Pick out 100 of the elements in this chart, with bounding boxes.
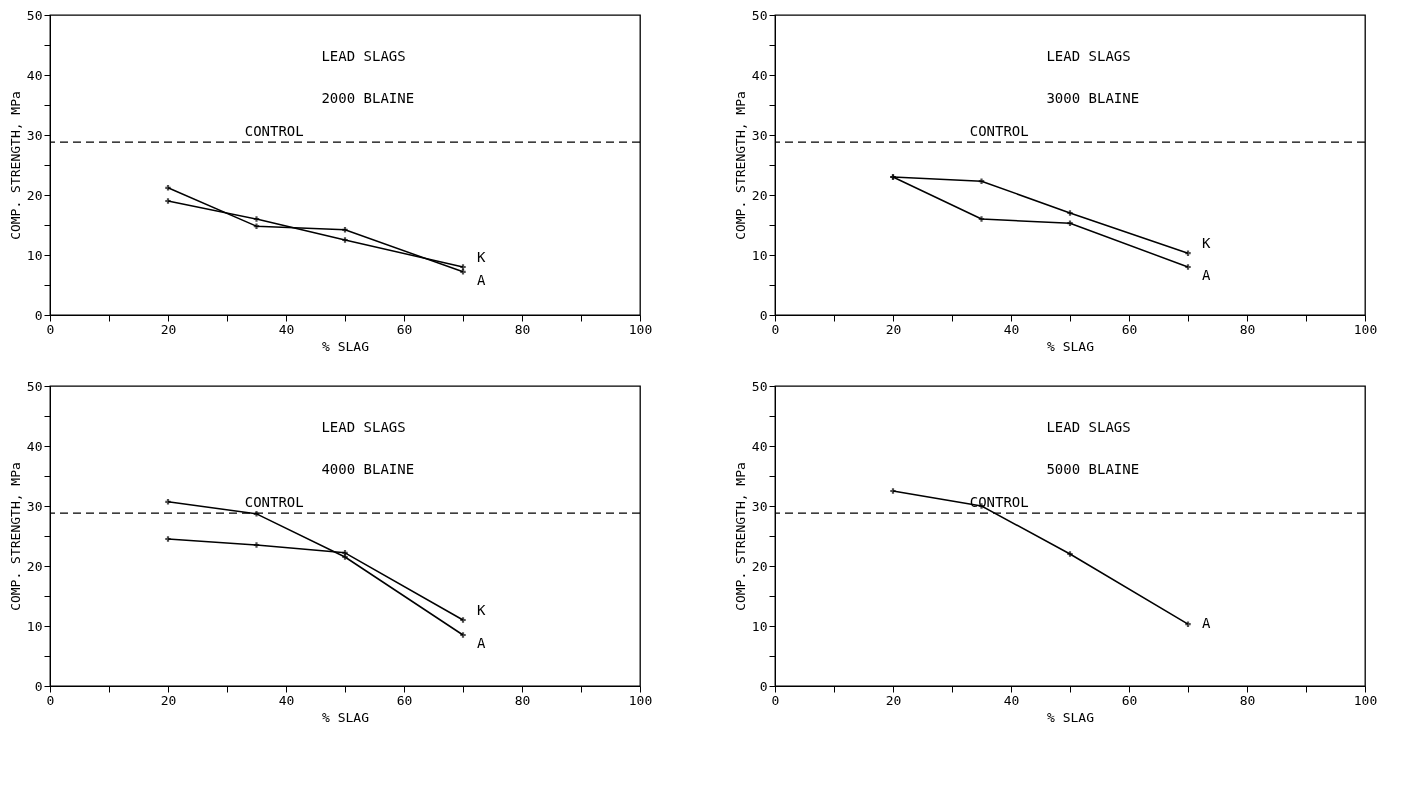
y-tick-label: 40	[26, 438, 43, 454]
ref-line-label: CONTROL	[969, 123, 1029, 140]
x-tick-label: 20	[885, 321, 902, 337]
y-tick-label: 50	[26, 378, 43, 394]
ref-line-label: CONTROL	[969, 494, 1029, 511]
text: 5000 BLAINE	[1046, 461, 1140, 477]
y-tick-label: 0	[34, 307, 43, 323]
point	[253, 511, 260, 517]
x-tick-label: 0	[46, 321, 55, 337]
x-tick-label: 80	[514, 321, 531, 337]
y-axis-title: COMP. STRENGTH, MPa	[732, 91, 748, 240]
text: LEAD SLAGS	[1046, 419, 1131, 435]
x-tick-label: 80	[1239, 692, 1256, 708]
text: 3000 BLAINE	[1046, 90, 1140, 106]
series-label: A	[477, 271, 486, 288]
point	[890, 488, 896, 494]
text: LEAD SLAGS	[321, 419, 406, 435]
y-tick-label: 0	[759, 678, 768, 694]
y-axis-title: COMP. STRENGTH, MPa	[7, 462, 23, 611]
point	[978, 178, 985, 184]
x-tick-label: 40	[278, 321, 295, 337]
point	[460, 632, 466, 638]
point	[978, 216, 985, 222]
x-tick-label: 80	[1239, 321, 1256, 337]
x-tick-label: 100	[628, 692, 653, 708]
point	[253, 223, 260, 229]
y-tick-label: 30	[26, 498, 43, 514]
point	[460, 264, 466, 270]
point	[342, 550, 348, 556]
point	[460, 269, 466, 275]
point	[1067, 210, 1073, 216]
y-tick-label: 20	[751, 187, 768, 203]
point	[1067, 220, 1073, 226]
y-tick-label: 10	[751, 618, 768, 634]
x-tick-label: 100	[1353, 321, 1378, 337]
y-tick-label: 30	[751, 498, 768, 514]
x-tick-label: 0	[771, 321, 780, 337]
point	[165, 536, 171, 542]
x-tick-label: 40	[1003, 321, 1020, 337]
ref-line-label: CONTROL	[244, 494, 304, 511]
point	[890, 174, 896, 180]
x-tick-label: 60	[1121, 321, 1138, 337]
x-tick-label: 60	[1121, 692, 1138, 708]
y-axis-title: COMP. STRENGTH, MPa	[732, 462, 748, 611]
x-axis-title: % SLAG	[322, 709, 370, 725]
series-label: A	[1202, 267, 1211, 283]
y-tick-label: 50	[26, 7, 43, 23]
y-tick-label: 20	[751, 558, 768, 574]
point	[342, 237, 348, 243]
point	[165, 499, 171, 505]
point	[165, 185, 171, 191]
y-tick-label: 40	[751, 67, 768, 83]
y-tick-label: 0	[759, 307, 768, 323]
x-tick-label: 40	[1003, 692, 1020, 708]
point	[1185, 621, 1191, 627]
point	[253, 216, 260, 222]
y-tick-label: 10	[751, 247, 768, 263]
series-label: K	[477, 249, 486, 265]
x-tick-label: 100	[628, 321, 653, 337]
y-tick-label: 50	[751, 7, 768, 23]
y-tick-label: 40	[751, 438, 768, 454]
y-tick-label: 10	[26, 618, 43, 634]
text: 2000 BLAINE	[321, 90, 415, 106]
series-label: K	[477, 602, 486, 618]
y-tick-label: 30	[751, 127, 768, 143]
point	[1185, 264, 1191, 270]
x-axis-title: % SLAG	[322, 338, 370, 354]
x-tick-label: 20	[160, 321, 177, 337]
series-label: A	[1202, 615, 1211, 632]
x-tick-label: 60	[396, 692, 413, 708]
point	[165, 198, 171, 204]
x-tick-label: 60	[396, 321, 413, 337]
ref-line-label: CONTROL	[244, 123, 304, 140]
x-tick-label: 40	[278, 692, 295, 708]
y-tick-label: 10	[26, 247, 43, 263]
x-tick-label: 20	[885, 692, 902, 708]
x-tick-label: 0	[46, 692, 55, 708]
x-axis-title: % SLAG	[1047, 338, 1095, 354]
point	[253, 542, 260, 548]
y-tick-label: 20	[26, 558, 43, 574]
y-tick-label: 50	[751, 378, 768, 394]
x-tick-label: 80	[514, 692, 531, 708]
x-tick-label: 100	[1353, 692, 1378, 708]
y-tick-label: 0	[34, 678, 43, 694]
point	[342, 227, 348, 233]
y-axis-title: COMP. STRENGTH, MPa	[7, 91, 23, 240]
point	[1185, 250, 1191, 256]
text: LEAD SLAGS	[1046, 48, 1131, 64]
point	[1067, 551, 1073, 557]
y-tick-label: 20	[26, 187, 43, 203]
y-tick-label: 40	[26, 67, 43, 83]
point	[460, 617, 466, 623]
series-label: K	[1202, 235, 1211, 252]
y-tick-label: 30	[26, 127, 43, 143]
series-label: A	[477, 635, 486, 651]
x-tick-label: 0	[771, 692, 780, 708]
text: 4000 BLAINE	[321, 461, 415, 477]
x-axis-title: % SLAG	[1047, 709, 1095, 725]
x-tick-label: 20	[160, 692, 177, 708]
text: LEAD SLAGS	[321, 48, 406, 64]
